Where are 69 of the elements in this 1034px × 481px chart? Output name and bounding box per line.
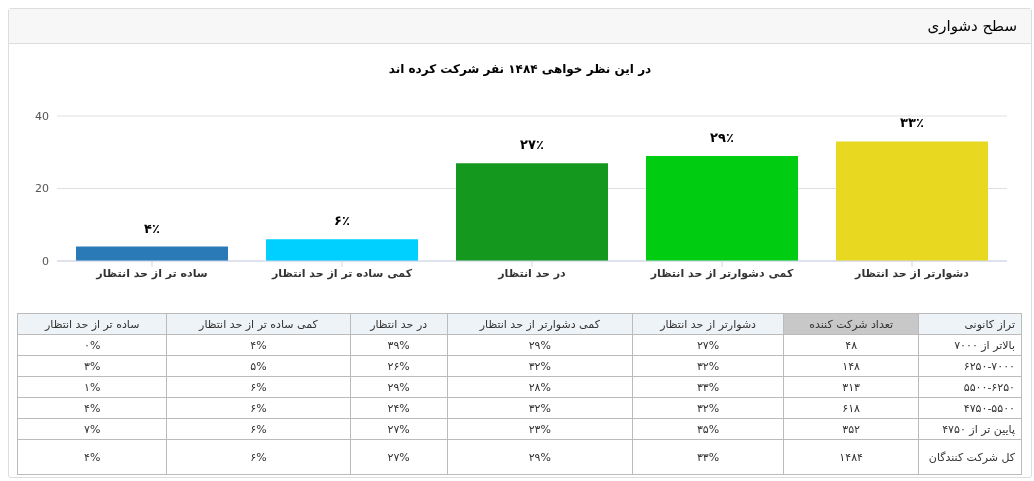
text: ۳۲% — [528, 401, 551, 415]
text: ۲۷% — [696, 338, 720, 352]
text: ۲۹% — [528, 338, 551, 352]
text: ۳۳% — [696, 380, 720, 394]
x-tick-label: کمی دشوارتر از حد انتظار — [649, 266, 794, 280]
text: ۲۷% — [387, 422, 410, 436]
bar — [456, 163, 608, 261]
x-tick-label: دشوارتر از حد انتظار — [854, 266, 970, 280]
text: ۲۴% — [387, 401, 410, 415]
x-tick-label: در حد انتظار — [497, 266, 567, 280]
category-label: بالاتر از ۷۰۰۰ — [954, 338, 1015, 352]
text: ۶۱۸ — [842, 401, 860, 415]
text: ۳۲% — [528, 359, 551, 373]
data-label: ۳۳٪ — [900, 115, 924, 131]
text: ۲۹% — [387, 380, 410, 394]
text: ۶% — [250, 450, 267, 464]
text: ۱% — [84, 380, 101, 394]
text: ۴% — [84, 401, 101, 415]
text: ۳% — [84, 359, 101, 373]
chart-subtitle: در این نظر خواهی ۱۴۸۴ نفر شرکت کرده اند — [387, 62, 653, 76]
text: ۲۳% — [528, 422, 551, 436]
x-tick-label: ساده تر از حد انتظار — [95, 266, 208, 280]
text: ۳۲% — [696, 359, 720, 373]
text: ۲۹% — [528, 450, 551, 464]
data-label: ۲۷٪ — [520, 137, 544, 153]
category-label: در حد انتظار — [350, 313, 448, 335]
category-label: ساده تر از حد انتظار — [17, 313, 167, 335]
category-label: کمی دشوارتر از حد انتظار — [447, 313, 633, 335]
bar — [836, 141, 988, 261]
chart-title: سطح دشواری — [9, 9, 1031, 44]
text: ۴% — [250, 338, 267, 352]
text: ۴% — [84, 450, 101, 464]
category-label: ۶۲۵۰-۷۰۰۰ — [963, 359, 1015, 373]
text: تراز کانونی — [918, 313, 1022, 335]
text: ۴۸ — [845, 338, 858, 352]
text: ۶% — [250, 422, 267, 436]
category-label: کل شرکت کنندگان — [928, 450, 1015, 464]
text: ۳۵% — [696, 422, 720, 436]
text: ۲۶% — [387, 359, 410, 373]
text: ۱۴۸۴ — [839, 450, 863, 464]
text: ۳۱۳ — [842, 380, 860, 394]
text: ۶% — [250, 401, 267, 415]
data-label: ۴٪ — [144, 220, 160, 236]
bar — [76, 246, 228, 261]
bar — [266, 239, 418, 261]
x-tick-label: کمی ساده تر از حد انتظار — [270, 266, 413, 280]
text: ۱۴۸ — [842, 359, 860, 373]
text: ۵% — [250, 359, 267, 373]
y-tick-label: 40 — [35, 109, 49, 123]
category-label: پایین تر از ۴۷۵۰ — [942, 422, 1015, 436]
text: ۳۲% — [696, 401, 720, 415]
category-label: ۵۵۰۰-۶۲۵۰ — [963, 380, 1015, 394]
category-label: دشوارتر از حد انتظار — [632, 313, 784, 335]
text: ۳۳% — [696, 450, 720, 464]
y-tick-label: 20 — [35, 182, 49, 196]
category-label: کمی ساده تر از حد انتظار — [166, 313, 351, 335]
text: ۶% — [250, 380, 267, 394]
data-label: ۶٪ — [334, 213, 350, 229]
text: ۲۷% — [387, 450, 410, 464]
category-label: ۴۷۵۰-۵۵۰۰ — [963, 401, 1015, 415]
text: ۳۵۲ — [842, 422, 860, 436]
text: ۲۸% — [528, 380, 551, 394]
text: ۷% — [84, 422, 101, 436]
data-label: ۲۹٪ — [710, 129, 734, 145]
category-label: تعداد شرکت کننده — [783, 313, 919, 335]
y-tick-label: 0 — [42, 254, 49, 268]
bar — [646, 155, 798, 261]
text: ۳۹% — [387, 338, 410, 352]
text: ۰% — [84, 338, 101, 352]
